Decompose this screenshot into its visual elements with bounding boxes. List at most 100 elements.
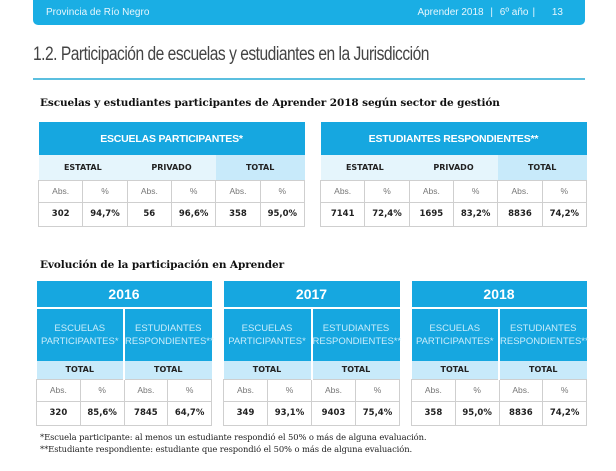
- grade-label: 6º año: [499, 7, 529, 18]
- value-cell: 72,4%: [364, 201, 410, 227]
- value-cell: 56: [126, 201, 172, 227]
- unit-abs: Abs.: [408, 179, 454, 203]
- total-label: TOTAL: [124, 361, 212, 379]
- unit-abs: Abs.: [126, 179, 172, 203]
- unit-abs: Abs.: [223, 378, 268, 402]
- group-line: ESTUDIANTES: [134, 323, 202, 334]
- group-schools: ESCUELAS PARTICIPANTES*: [223, 308, 313, 361]
- value-cell: 95,0%: [259, 201, 306, 227]
- value-cell: 8836: [497, 201, 543, 227]
- evolution-table-2017: 2017 ESCUELAS PARTICIPANTES* ESTUDIANTES R…: [223, 281, 402, 426]
- unit-pct: %: [541, 179, 588, 203]
- group-line: ESTUDIANTES: [509, 323, 577, 334]
- table-title: ESTUDIANTES RESPONDIENTES**: [320, 122, 587, 155]
- value-cell: 7845: [123, 400, 169, 426]
- sector-total: TOTAL: [497, 155, 587, 180]
- footnote-school: *Escuela participante: al menos un estud…: [40, 432, 427, 442]
- evolution-heading: Evolución de la participación en Aprende…: [40, 259, 285, 271]
- value-cell: 96,6%: [170, 201, 217, 227]
- group-schools: ESCUELAS PARTICIPANTES*: [411, 308, 500, 361]
- group-line: ESCUELAS: [429, 323, 481, 334]
- group-line: RESPONDIENTES**: [312, 336, 402, 347]
- value-cell: 358: [215, 201, 261, 227]
- year-label: 2018: [411, 281, 587, 309]
- unit-abs: Abs.: [311, 378, 356, 402]
- unit-pct: %: [454, 378, 500, 402]
- page-number: 13: [551, 7, 563, 18]
- value-cell: 95,0%: [454, 400, 500, 426]
- unit-abs: Abs.: [36, 378, 81, 402]
- value-cell: 8836: [498, 400, 544, 426]
- evolution-table-2016: 2016 ESCUELAS PARTICIPANTES* ESTUDIANTES R…: [36, 281, 214, 426]
- group-line: ESTUDIANTES: [322, 323, 390, 334]
- group-schools: ESCUELAS PARTICIPANTES*: [36, 308, 125, 361]
- unit-pct: %: [267, 378, 312, 402]
- total-label: TOTAL: [499, 361, 587, 379]
- value-cell: 1695: [408, 201, 454, 227]
- year-label: 2016: [36, 281, 212, 309]
- group-students: ESTUDIANTES RESPONDIENTES**: [311, 308, 402, 361]
- schools-participation-table: ESCUELAS PARTICIPANTES* ESTATAL PRIVADO …: [37, 122, 306, 227]
- unit-pct: %: [452, 179, 499, 203]
- footnote-student: **Estudiante respondiente: estudiante qu…: [40, 444, 413, 454]
- students-participation-table: ESTUDIANTES RESPONDIENTES** ESTATAL PRIV…: [319, 122, 588, 227]
- table-title: ESCUELAS PARTICIPANTES*: [38, 122, 305, 155]
- separator: |: [490, 7, 494, 18]
- group-line: ESCUELAS: [54, 323, 106, 334]
- evolution-table-2018: 2018 ESCUELAS PARTICIPANTES* ESTUDIANTES R…: [411, 281, 589, 426]
- report-label: Aprender 2018: [417, 7, 484, 18]
- unit-abs: Abs.: [215, 179, 261, 203]
- participation-heading: Escuelas y estudiantes participantes de …: [40, 97, 500, 109]
- unit-pct: %: [82, 179, 128, 203]
- value-cell: 74,2%: [542, 400, 587, 426]
- value-cell: 64,7%: [167, 400, 212, 426]
- unit-pct: %: [364, 179, 410, 203]
- value-cell: 93,1%: [267, 400, 312, 426]
- group-line: ESCUELAS: [241, 323, 293, 334]
- separator: |: [532, 7, 536, 18]
- group-students: ESTUDIANTES RESPONDIENTES**: [124, 308, 214, 361]
- value-cell: 83,2%: [452, 201, 499, 227]
- unit-pct: %: [170, 179, 217, 203]
- value-cell: 302: [37, 201, 84, 227]
- value-cell: 75,4%: [355, 400, 400, 426]
- unit-pct: %: [167, 378, 212, 402]
- unit-abs: Abs.: [319, 179, 366, 203]
- unit-abs: Abs.: [411, 378, 456, 402]
- total-label: TOTAL: [411, 361, 500, 379]
- sector-total: TOTAL: [215, 155, 305, 180]
- total-label: TOTAL: [223, 361, 313, 379]
- unit-pct: %: [79, 378, 125, 402]
- unit-abs: Abs.: [498, 378, 544, 402]
- unit-abs: Abs.: [37, 179, 84, 203]
- province-label: Provincia de Río Negro: [46, 7, 150, 18]
- unit-pct: %: [542, 378, 587, 402]
- page-header-bar: Provincia de Río Negro Aprender 2018 | 6…: [33, 0, 585, 25]
- value-cell: 94,7%: [82, 201, 128, 227]
- value-cell: 320: [36, 400, 81, 426]
- group-line: RESPONDIENTES**: [500, 336, 589, 347]
- value-cell: 74,2%: [541, 201, 588, 227]
- group-students: ESTUDIANTES RESPONDIENTES**: [499, 308, 589, 361]
- value-cell: 349: [223, 400, 268, 426]
- value-cell: 7141: [319, 201, 366, 227]
- year-label: 2017: [223, 281, 400, 309]
- group-line: PARTICIPANTES*: [228, 336, 306, 347]
- sector-privado: PRIVADO: [409, 155, 498, 180]
- unit-abs: Abs.: [497, 179, 543, 203]
- sector-estatal: ESTATAL: [38, 155, 128, 180]
- unit-pct: %: [355, 378, 400, 402]
- section-divider: [33, 78, 585, 80]
- header-right: Aprender 2018 | 6º año | 13: [413, 0, 563, 25]
- unit-abs: Abs.: [123, 378, 169, 402]
- total-label: TOTAL: [311, 361, 400, 379]
- unit-pct: %: [259, 179, 306, 203]
- group-line: PARTICIPANTES*: [415, 336, 494, 347]
- value-cell: 85,6%: [79, 400, 125, 426]
- sector-estatal: ESTATAL: [320, 155, 410, 180]
- value-cell: 358: [411, 400, 456, 426]
- sector-privado: PRIVADO: [127, 155, 216, 180]
- value-cell: 9403: [311, 400, 356, 426]
- section-title: 1.2. Participación de escuelas y estudia…: [33, 44, 429, 65]
- group-line: RESPONDIENTES**: [125, 336, 214, 347]
